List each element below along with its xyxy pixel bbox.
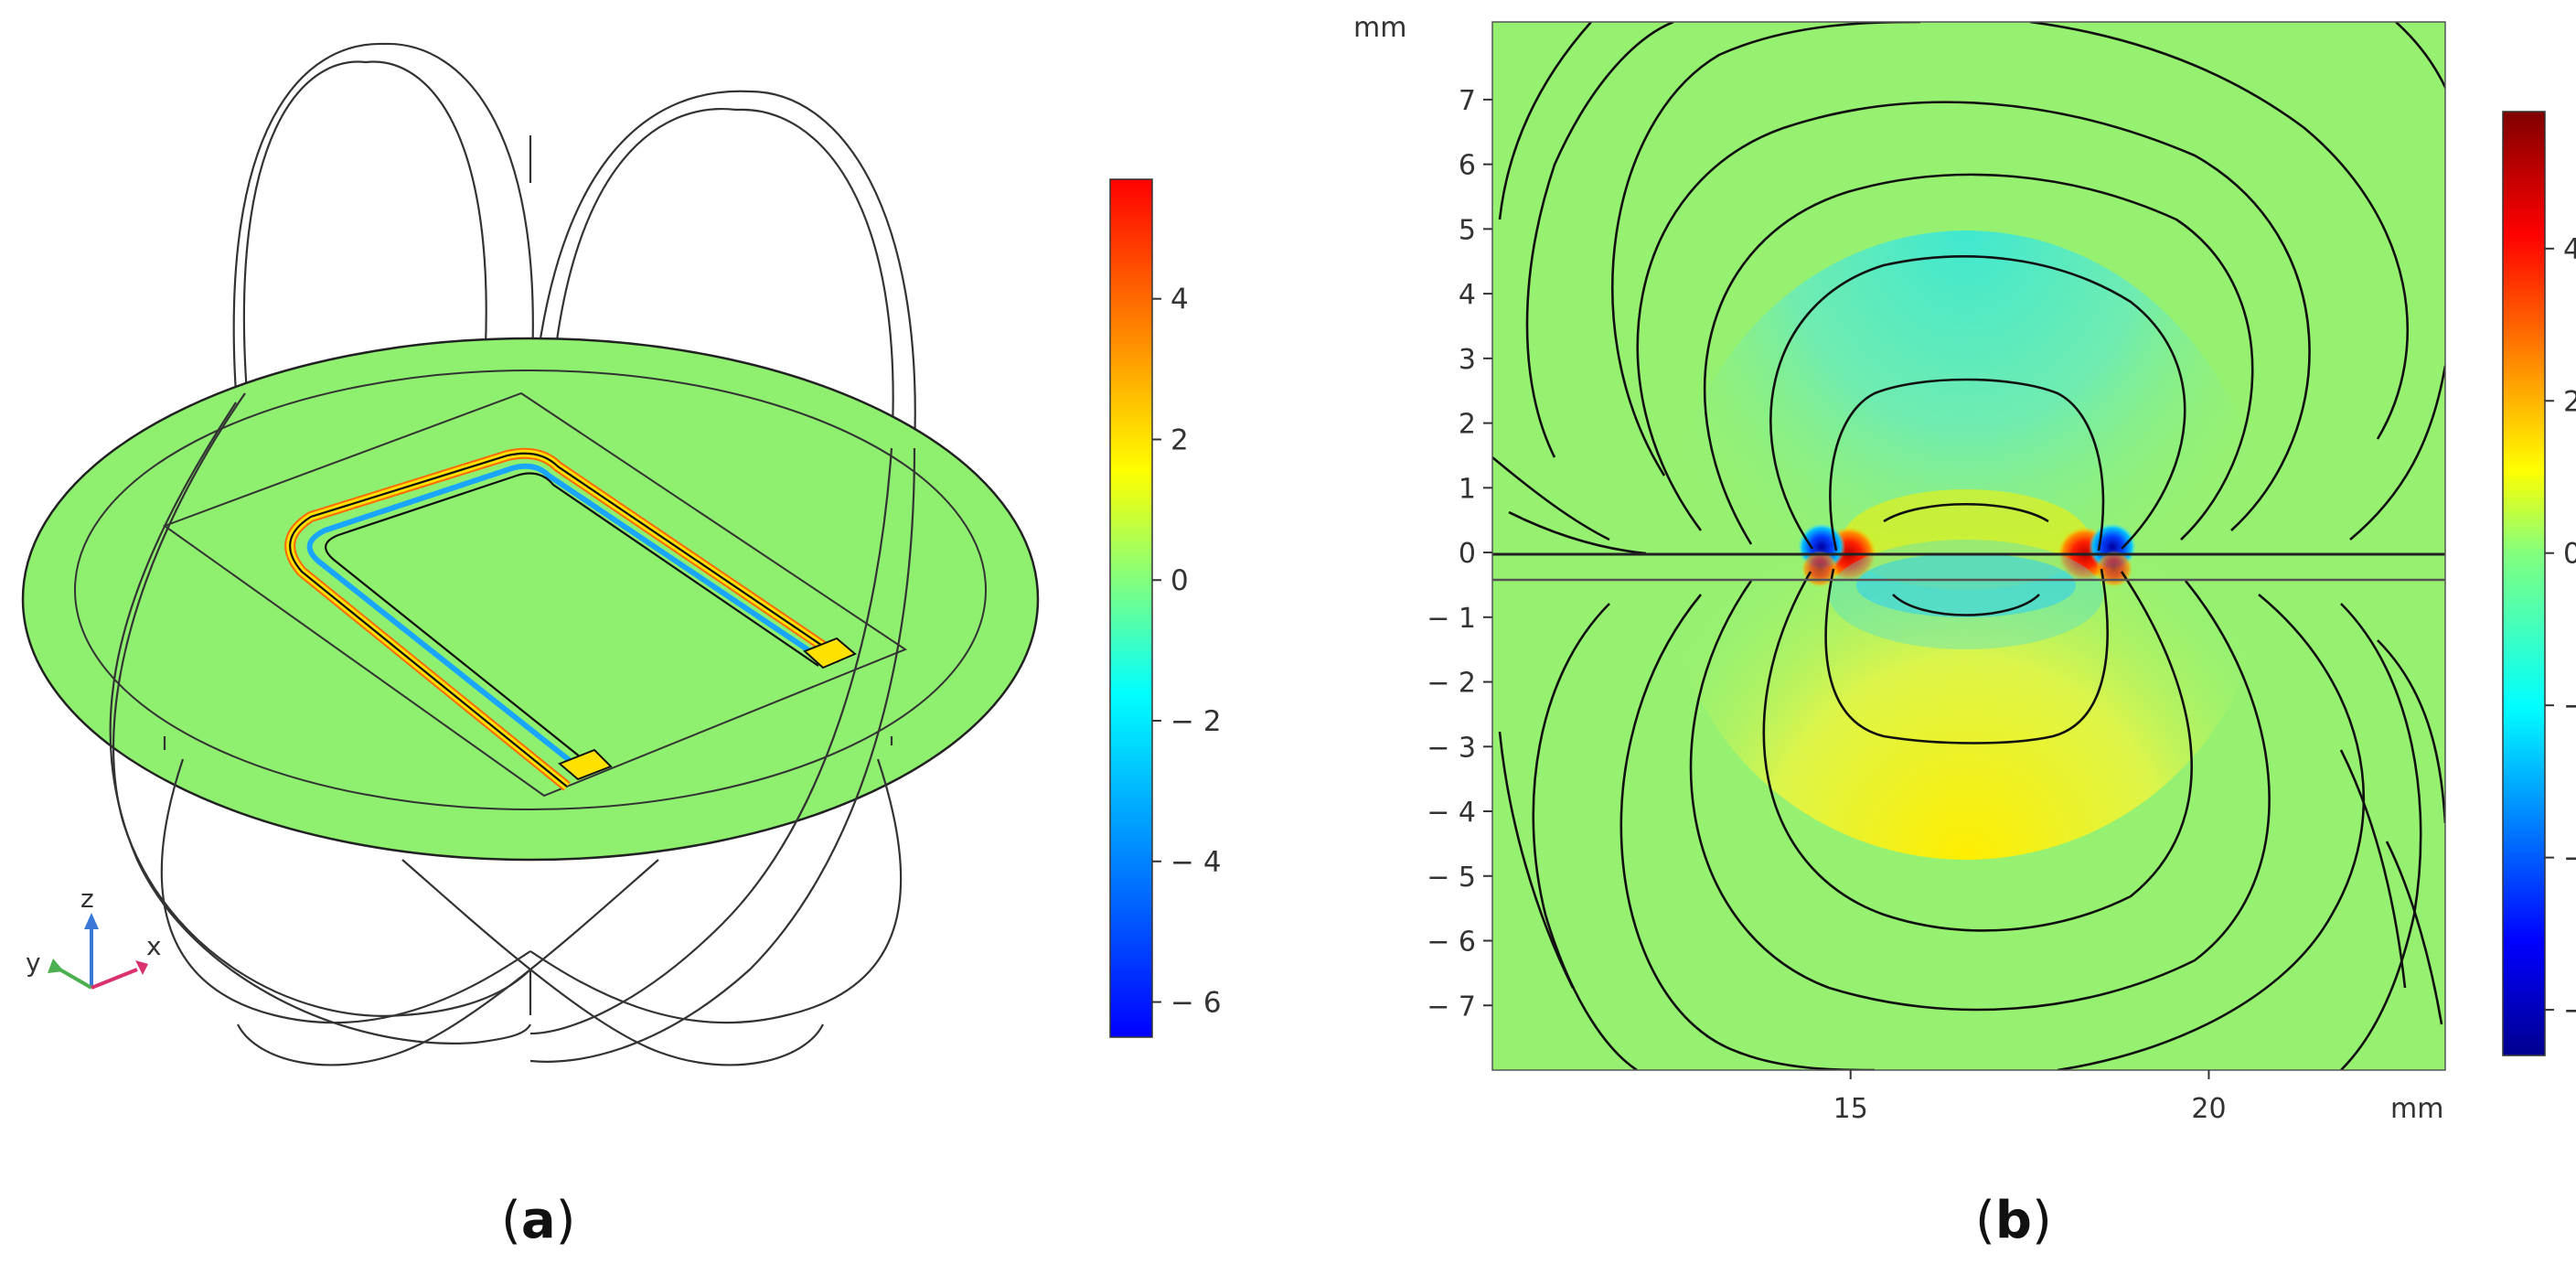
wire-arcs-front	[109, 392, 916, 1066]
triad-y-label: y	[26, 948, 41, 978]
x-axis-unit: mm	[2390, 1093, 2443, 1125]
y-axis-ticks: 7 6 5 4 3 2 1 0 − 1 − 2 − 3 − 4 − 5 − 6 − 7	[1427, 85, 1492, 1023]
colorbar-a	[1109, 178, 1153, 1038]
colorbar-b-tick-label: 4	[2563, 233, 2576, 266]
substrate-inner-ring	[74, 370, 987, 810]
y-tick-label: 2	[1459, 409, 1476, 441]
y-tick-label: 5	[1459, 214, 1476, 246]
colorbar-a-tick-label: 2	[1170, 423, 1189, 456]
y-tick-label: 6	[1459, 150, 1476, 182]
coil-trace	[284, 447, 857, 791]
plot-frame	[1491, 21, 2446, 1071]
colorbar-a-tick-label: 0	[1170, 564, 1189, 597]
colorbar-a-ticks: 4 2 0 − 2 − 4 − 6	[1152, 284, 1222, 1020]
y-tick-label: − 1	[1427, 603, 1476, 635]
triad-x-label: x	[146, 931, 162, 961]
panel-a-3d-view: z y x 4 2 0 − 2 − 4 − 6	[21, 42, 1222, 1066]
x-axis-ticks: 15 20	[1833, 1070, 2227, 1125]
field-map	[1492, 22, 2445, 1070]
y-tick-label: 0	[1459, 538, 1476, 570]
y-tick-label: 4	[1459, 279, 1476, 311]
y-tick-label: − 4	[1427, 797, 1476, 829]
panel-b-label: (b)	[1975, 1191, 2052, 1250]
panel-a-label: (a)	[501, 1191, 576, 1250]
wire-arcs-back	[232, 42, 916, 449]
y-tick-label: 7	[1459, 85, 1476, 117]
substrate-disk	[21, 337, 1040, 862]
colorbar-b-tick-label: − 4	[2563, 842, 2576, 875]
triad-x-arrow	[91, 968, 138, 990]
x-tick-label: 15	[1833, 1093, 1868, 1125]
colorbar-b-ticks: 4 2 0 − 2 − 4 − 6	[2545, 233, 2576, 1027]
y-tick-label: − 5	[1427, 862, 1476, 894]
axis-triad: z y x	[26, 884, 162, 990]
colorbar-b	[2502, 111, 2546, 1056]
triad-z-label: z	[80, 884, 94, 914]
y-tick-label: 3	[1459, 344, 1476, 376]
y-axis-unit: mm	[1353, 12, 1406, 44]
colorbar-b-tick-label: 0	[2563, 538, 2576, 571]
colorbar-b-tick-label: − 2	[2563, 690, 2576, 723]
y-tick-label: − 6	[1427, 927, 1476, 959]
y-tick-label: 1	[1459, 473, 1476, 505]
colorbar-a-tick-label: − 2	[1170, 705, 1222, 738]
ground-plane-outline	[162, 391, 908, 798]
y-tick-label: − 2	[1427, 668, 1476, 700]
field-lines	[1492, 22, 2445, 1070]
colorbar-a-tick-label: 4	[1170, 284, 1189, 316]
y-tick-label: − 3	[1427, 732, 1476, 764]
y-tick-label: − 7	[1427, 991, 1476, 1023]
colorbar-b-tick-label: 2	[2563, 385, 2576, 418]
colorbar-b-tick-label: − 6	[2563, 994, 2576, 1027]
x-tick-label: 20	[2191, 1093, 2226, 1125]
colorbar-a-tick-label: − 6	[1170, 987, 1222, 1020]
colorbar-a-tick-label: − 4	[1170, 846, 1222, 879]
